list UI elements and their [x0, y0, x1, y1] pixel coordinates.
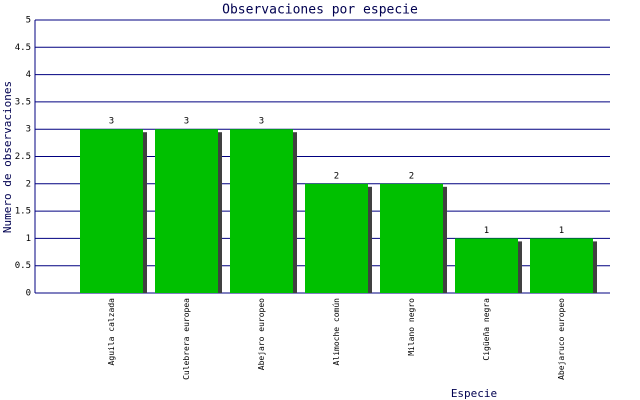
x-tick-label: Aguila calzada — [107, 298, 116, 366]
y-tick-label: 1.5 — [15, 207, 31, 217]
x-tick-label: Alimoche común — [332, 298, 341, 366]
x-tick-label: Cigüeña negra — [482, 298, 491, 361]
x-tick-label: Abejaruco europeo — [557, 298, 566, 380]
y-tick-label: 4 — [26, 70, 31, 80]
bar — [380, 183, 443, 293]
data-label: 2 — [334, 171, 339, 181]
y-tick-label: 2 — [26, 179, 31, 189]
data-label: 1 — [484, 226, 489, 236]
chart-title: Observaciones por especie — [222, 3, 418, 18]
data-label: 1 — [559, 226, 564, 236]
x-axis-label: Especie — [451, 387, 497, 400]
data-label: 3 — [184, 117, 189, 127]
bar — [305, 183, 368, 293]
data-label: 3 — [109, 117, 114, 127]
data-label: 2 — [409, 171, 414, 181]
bar — [230, 129, 293, 293]
bar — [80, 129, 143, 293]
y-tick-label: 3 — [26, 125, 31, 135]
data-label: 3 — [259, 117, 264, 127]
y-tick-label: 0 — [26, 289, 31, 299]
y-tick-label: 5 — [26, 16, 31, 26]
y-tick-label: 1 — [26, 234, 31, 244]
x-tick-label: Culebrera europea — [182, 298, 191, 380]
bar — [455, 238, 518, 293]
x-tick-label: Milano negro — [407, 298, 416, 356]
x-tick-label: Abejaro europeo — [257, 298, 266, 370]
y-tick-label: 2.5 — [15, 152, 31, 162]
y-axis-label: Numero de observaciones — [1, 81, 14, 233]
bar — [530, 238, 593, 293]
y-tick-label: 4.5 — [15, 43, 31, 53]
y-tick-label: 0.5 — [15, 261, 31, 271]
bar — [155, 129, 218, 293]
y-tick-label: 3.5 — [15, 97, 31, 107]
